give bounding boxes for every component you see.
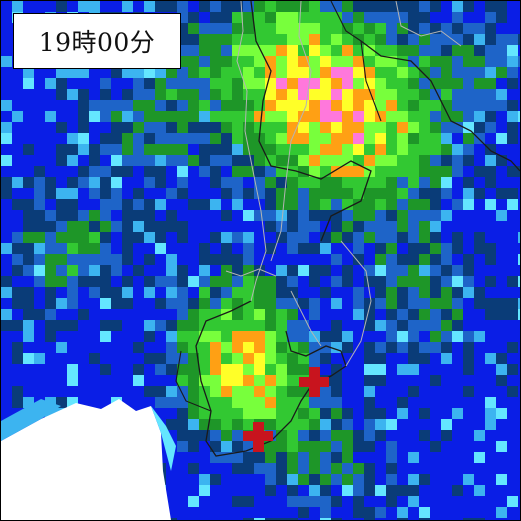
city-boundaries xyxy=(175,1,520,457)
prefecture-boundary-north xyxy=(250,1,372,242)
observation-markers xyxy=(243,367,329,452)
white-no-data-area xyxy=(1,399,176,520)
district-boundary-left xyxy=(175,350,212,412)
minor-boundary-6 xyxy=(225,268,277,277)
district-boundary-center xyxy=(195,300,347,457)
minor-boundary-4 xyxy=(290,290,322,347)
minor-boundary-5 xyxy=(340,240,372,367)
minor-boundary-3 xyxy=(395,1,462,47)
district-boundary-north xyxy=(330,1,382,122)
time-label: 19時00分 xyxy=(13,13,181,69)
minor-boundary-1 xyxy=(236,1,267,302)
red-cross-marker xyxy=(243,422,273,452)
minor-boundary-2 xyxy=(270,1,312,262)
red-cross-marker xyxy=(299,367,329,397)
prefecture-boundary-east xyxy=(360,40,520,172)
